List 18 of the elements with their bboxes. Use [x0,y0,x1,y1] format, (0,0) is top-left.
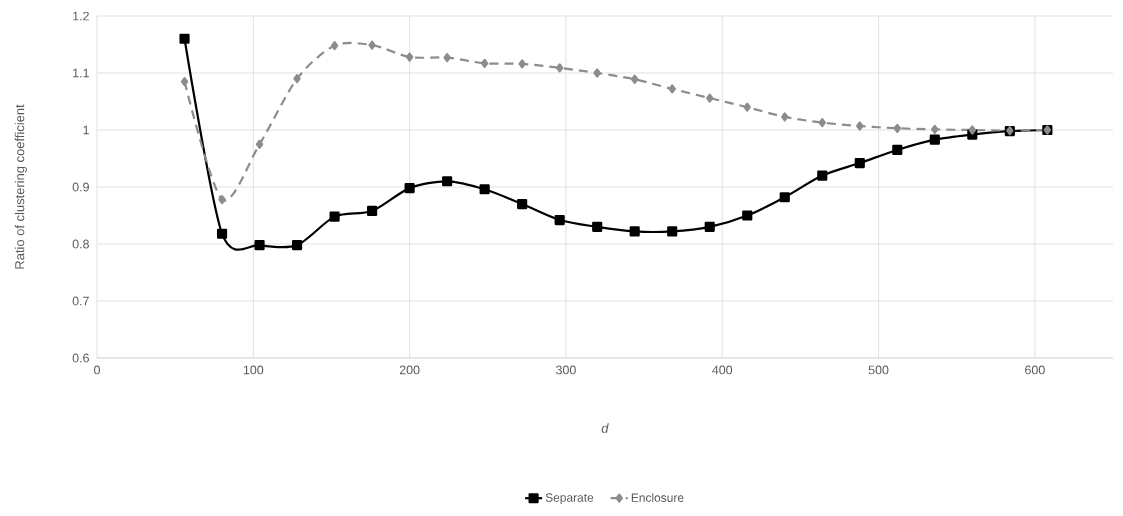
y-tick-label: 0.7 [72,296,89,306]
legend-label: Separate [545,493,594,505]
y-tick-label: 0.9 [72,182,89,192]
legend-label: Enclosure [631,493,684,502]
y-axis-title: Ratio of clustering coefficient [14,104,27,269]
x-tick-label: 100 [243,365,264,375]
y-tick-label: 1 [83,125,89,135]
x-tick-label: 200 [399,365,420,375]
y-tick-label: 1.2 [73,11,89,21]
y-tick-label: 0.6 [72,353,89,363]
y-tick-label: 1.1 [73,68,89,78]
x-tick-label: 500 [868,365,889,375]
x-axis-title: d [601,423,609,433]
x-tick-label: 400 [712,365,733,375]
x-tick-label: 0 [94,365,100,375]
x-tick-label: 300 [556,365,576,375]
x-tick-label: 600 [1025,365,1045,375]
y-tick-label: 0.8 [72,239,89,249]
